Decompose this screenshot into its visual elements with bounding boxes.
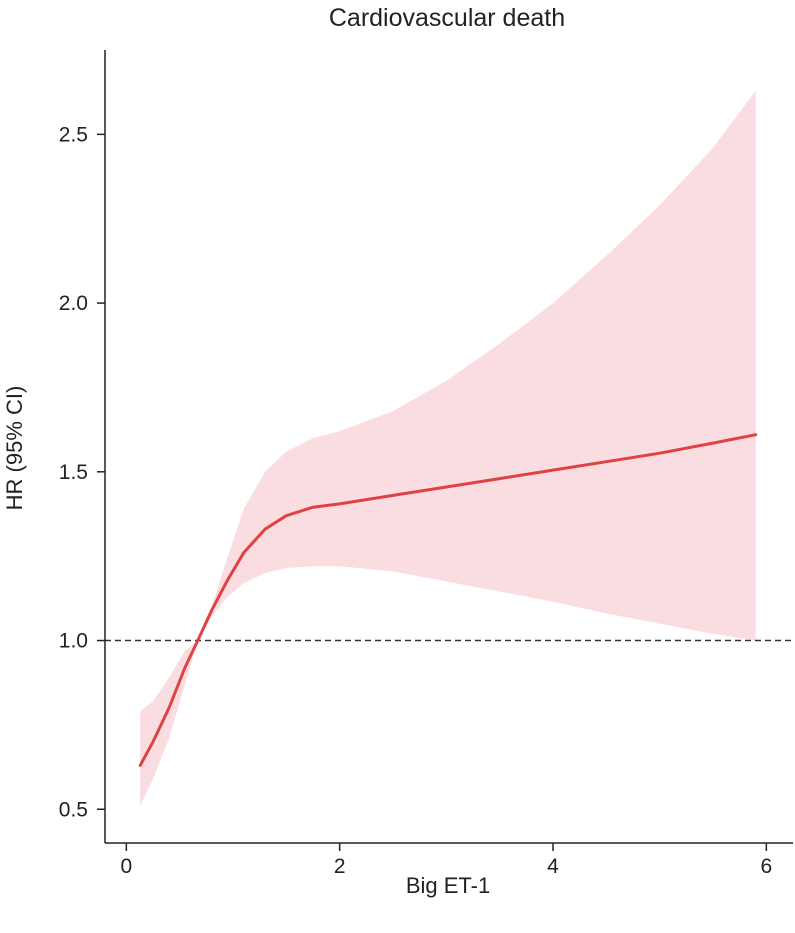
x-tick-label: 6 — [760, 855, 772, 878]
confidence-band — [140, 90, 756, 806]
x-tick-label: 2 — [334, 855, 346, 878]
x-tick-label: 0 — [120, 855, 132, 878]
x-tick-label: 4 — [547, 855, 559, 878]
y-tick-label: 0.5 — [59, 798, 88, 821]
y-tick-label: 1.5 — [59, 461, 88, 484]
y-tick-label: 1.0 — [59, 630, 88, 653]
y-tick-label: 2.5 — [59, 123, 88, 146]
y-axis-title: HR (95% CI) — [2, 386, 27, 511]
axes: 0.5 1.0 1.5 2.0 2.5 0 2 4 6 — [59, 50, 793, 878]
chart-title: Cardiovascular death — [329, 4, 565, 32]
y-tick-label: 2.0 — [59, 292, 88, 315]
hr-curve — [138, 433, 758, 767]
x-axis-title: Big ET-1 — [406, 873, 490, 898]
plot-area — [105, 90, 793, 806]
